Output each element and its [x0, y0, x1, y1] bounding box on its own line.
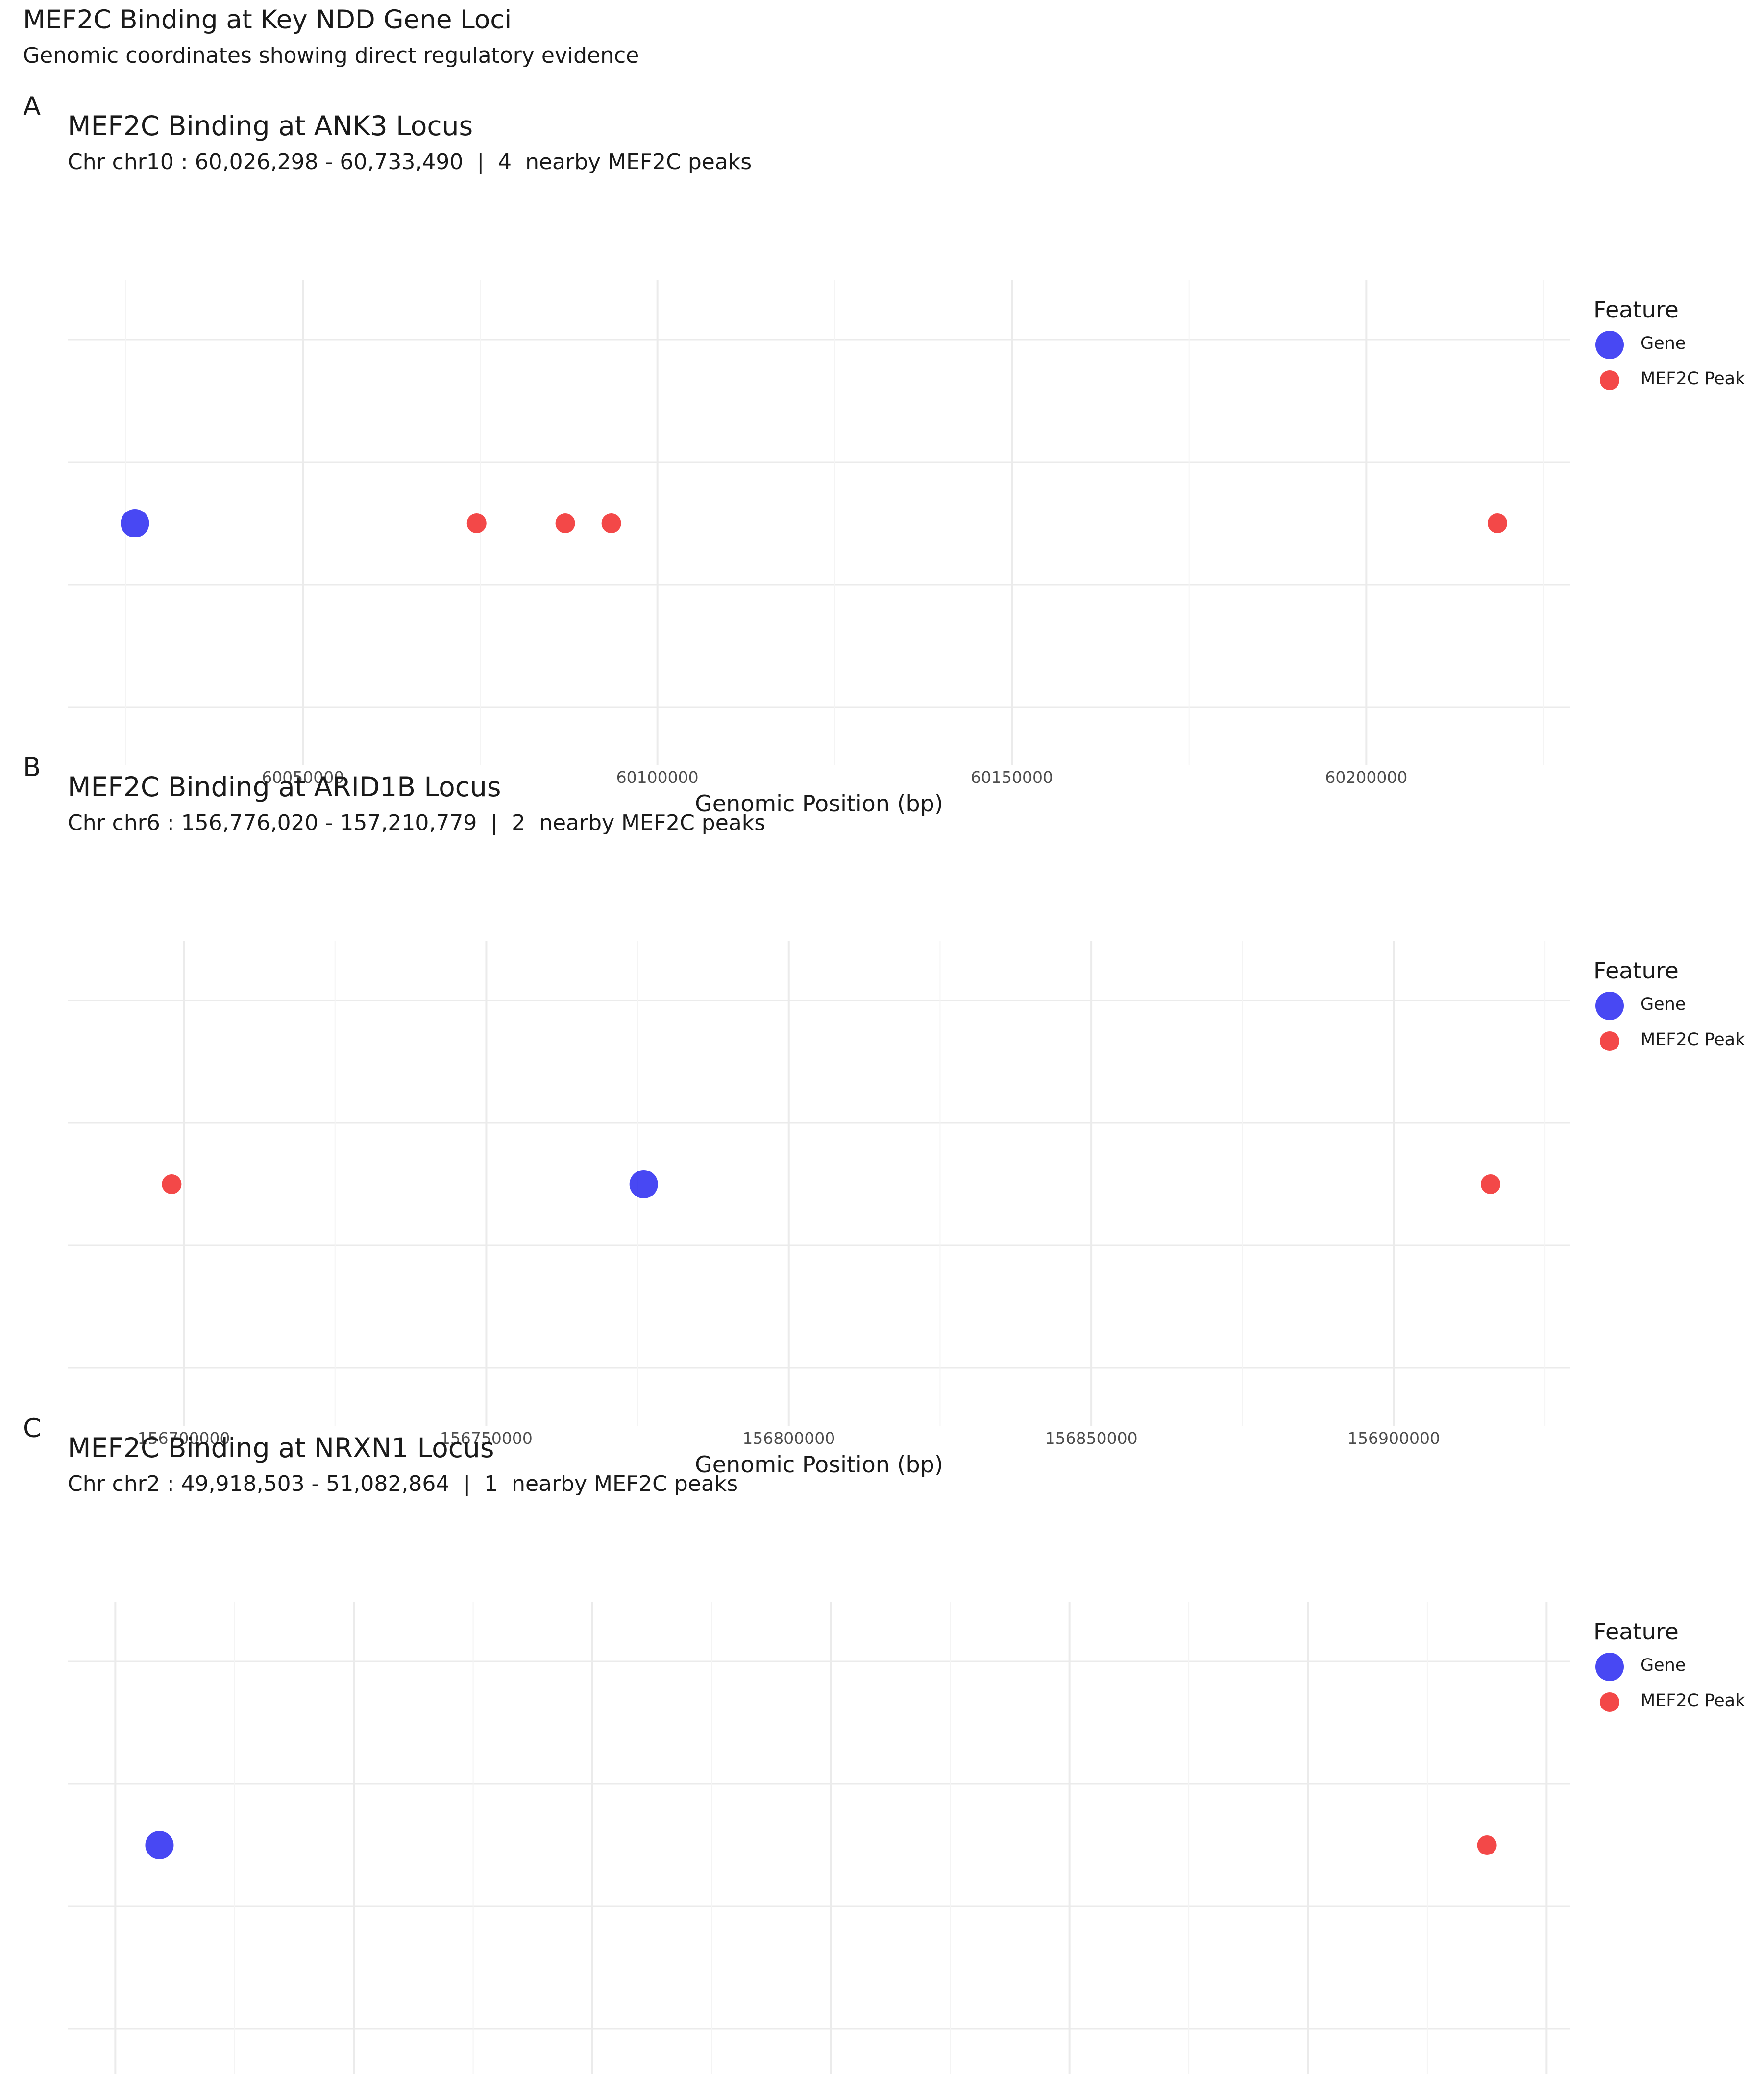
- x-tick-label: 60100000: [616, 768, 699, 787]
- panel-title: MEF2C Binding at ARID1B Locus: [68, 771, 501, 803]
- mef2c-peak-point: [1481, 1174, 1501, 1194]
- x-tick-label: 156900000: [1348, 1429, 1440, 1448]
- gene-marker-icon: [1595, 1653, 1624, 1681]
- x-axis-title: Genomic Position (bp): [695, 790, 943, 817]
- gene-marker-icon: [1595, 331, 1624, 359]
- gene-marker-icon: [1595, 992, 1624, 1020]
- scatter-plot: 156700000 156750000 156800000 156850000 1569…: [68, 941, 1570, 1478]
- legend-title: Feature: [1593, 296, 1679, 323]
- figure-title: MEF2C Binding at Key NDD Gene Loci: [23, 5, 512, 35]
- legend-label: Gene: [1641, 1656, 1686, 1675]
- panel-title: MEF2C Binding at NRXN1 Locus: [68, 1432, 494, 1464]
- gene-point: [121, 509, 149, 537]
- legend-item-peak: MEF2C Peak: [1593, 1685, 1764, 1719]
- x-tick-label: 156800000: [742, 1429, 835, 1448]
- mef2c-peak-point: [1477, 1835, 1497, 1855]
- mef2c-peak-point: [1487, 513, 1507, 533]
- x-tick-label: 60200000: [1325, 768, 1407, 787]
- legend-item-peak: MEF2C Peak: [1593, 1024, 1764, 1058]
- figure-subtitle: Genomic coordinates showing direct regul…: [23, 43, 639, 68]
- legend-label: Gene: [1641, 995, 1686, 1014]
- x-tick-label: 156700000: [138, 1429, 230, 1448]
- legend-label: MEF2C Peak: [1641, 1691, 1745, 1710]
- legend-title: Feature: [1593, 957, 1679, 984]
- panel-nrxn1: C MEF2C Binding at NRXN1 Locus Chr chr2 …: [0, 1414, 1764, 2074]
- legend-item-gene: Gene: [1593, 328, 1764, 362]
- legend-label: MEF2C Peak: [1641, 369, 1745, 389]
- legend: Feature Gene MEF2C Peak: [1593, 296, 1745, 390]
- mef2c-peak-point: [466, 513, 487, 533]
- panel-tag: C: [23, 1414, 42, 1443]
- peak-marker-icon: [1600, 370, 1619, 390]
- panel-subtitle: Chr chr2 : 49,918,503 - 51,082,864 | 1 n…: [68, 1471, 738, 1496]
- peak-marker-icon: [1600, 1031, 1619, 1051]
- x-axis-title: Genomic Position (bp): [695, 1451, 943, 1478]
- legend-label: MEF2C Peak: [1641, 1030, 1745, 1049]
- x-tick-label: 156750000: [440, 1429, 533, 1448]
- legend-item-gene: Gene: [1593, 989, 1764, 1023]
- scatter-plot: 60050000 60100000 60150000 60200000 Genomic …: [68, 280, 1570, 817]
- scatter-plot: 4990000050000000501000005020000050300000…: [68, 1602, 1570, 2074]
- x-tick-label: 60150000: [971, 768, 1053, 787]
- legend: Feature Gene MEF2C Peak: [1593, 1618, 1745, 1712]
- x-tick-label: 156850000: [1045, 1429, 1138, 1448]
- legend-item-gene: Gene: [1593, 1650, 1764, 1684]
- mef2c-peak-point: [555, 513, 575, 533]
- panel-ank3: A MEF2C Binding at ANK3 Locus Chr chr10 …: [0, 92, 1764, 817]
- mef2c-peak-point: [162, 1174, 182, 1194]
- mef2c-peak-point: [601, 513, 621, 533]
- peak-marker-icon: [1600, 1692, 1619, 1712]
- legend-title: Feature: [1593, 1618, 1679, 1645]
- panel-tag: B: [23, 753, 41, 782]
- gene-point: [145, 1831, 174, 1859]
- panel-title: MEF2C Binding at ANK3 Locus: [68, 110, 473, 142]
- panel-tag: A: [23, 92, 41, 122]
- x-tick-label: 60050000: [262, 768, 344, 787]
- gene-point: [629, 1170, 658, 1198]
- legend-label: Gene: [1641, 334, 1686, 353]
- legend: Feature Gene MEF2C Peak: [1593, 957, 1745, 1051]
- panel-arid1b: B MEF2C Binding at ARID1B Locus Chr chr6…: [0, 753, 1764, 1478]
- panel-subtitle: Chr chr10 : 60,026,298 - 60,733,490 | 4 …: [68, 149, 752, 174]
- panel-subtitle: Chr chr6 : 156,776,020 - 157,210,779 | 2…: [68, 810, 766, 835]
- legend-item-peak: MEF2C Peak: [1593, 363, 1764, 397]
